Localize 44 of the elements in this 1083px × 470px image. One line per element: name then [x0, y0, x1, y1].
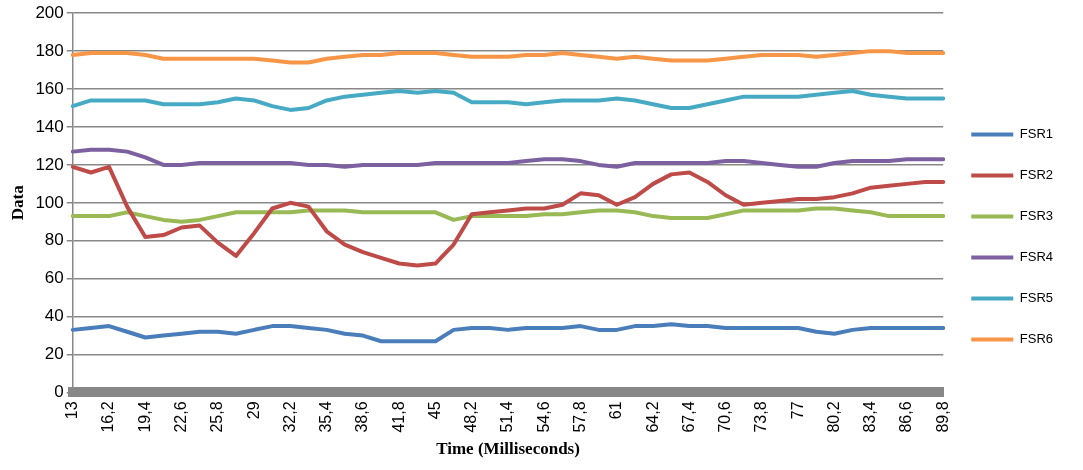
y-axis-title: Data: [7, 184, 27, 221]
y-tick-label: 160: [35, 78, 64, 98]
x-axis-title: Time (Milliseconds): [436, 439, 580, 459]
y-tick-label: 180: [35, 40, 64, 60]
x-tick-label: 16,2: [99, 401, 117, 433]
legend-label: FSR6: [1019, 331, 1053, 347]
x-tick-label: 61: [607, 401, 625, 420]
y-tick-label: 100: [35, 192, 64, 212]
x-tick-label: 51,4: [498, 401, 516, 433]
x-tick-label: 54,6: [534, 401, 552, 433]
y-tick-label: 120: [35, 154, 64, 174]
x-tick-label: 32,2: [280, 401, 298, 433]
x-tick-label: 13: [63, 401, 81, 420]
y-tick-label: 20: [44, 344, 64, 364]
x-tick-label: 83,4: [861, 401, 879, 433]
legend-label: FSR5: [1019, 290, 1053, 306]
x-tick-label: 45: [425, 401, 443, 420]
legend-label: FSR2: [1019, 167, 1053, 183]
x-tick-label: 25,8: [208, 401, 226, 433]
x-tick-label: 35,4: [317, 401, 335, 433]
x-tick-label: 73,8: [752, 401, 770, 433]
x-tick-label: 38,6: [353, 401, 371, 433]
x-tick-label: 89,8: [933, 401, 951, 433]
x-tick-label: 77: [788, 401, 806, 420]
y-tick-label: 60: [44, 268, 64, 288]
y-tick-label: 80: [44, 230, 64, 250]
legend-label: FSR1: [1019, 126, 1053, 142]
x-tick-label: 41,8: [389, 401, 407, 433]
x-tick-label: 64,2: [643, 401, 661, 433]
x-tick-label: 29: [244, 401, 262, 420]
x-tick-label: 22,6: [171, 401, 189, 433]
y-tick-label: 0: [54, 382, 64, 402]
y-tick-label: 140: [35, 116, 64, 136]
y-tick-label: 200: [35, 2, 64, 22]
x-tick-label: 86,6: [897, 401, 915, 433]
x-tick-label: 67,4: [679, 401, 697, 433]
legend-label: FSR4: [1019, 249, 1053, 265]
y-tick-label: 40: [44, 306, 64, 326]
x-tick-label: 48,2: [462, 401, 480, 433]
x-tick-label: 57,8: [570, 401, 588, 433]
x-tick-label: 70,6: [716, 401, 734, 433]
x-tick-label: 19,4: [135, 401, 153, 433]
x-tick-label: 80,2: [824, 401, 842, 433]
legend-label: FSR3: [1019, 208, 1053, 224]
